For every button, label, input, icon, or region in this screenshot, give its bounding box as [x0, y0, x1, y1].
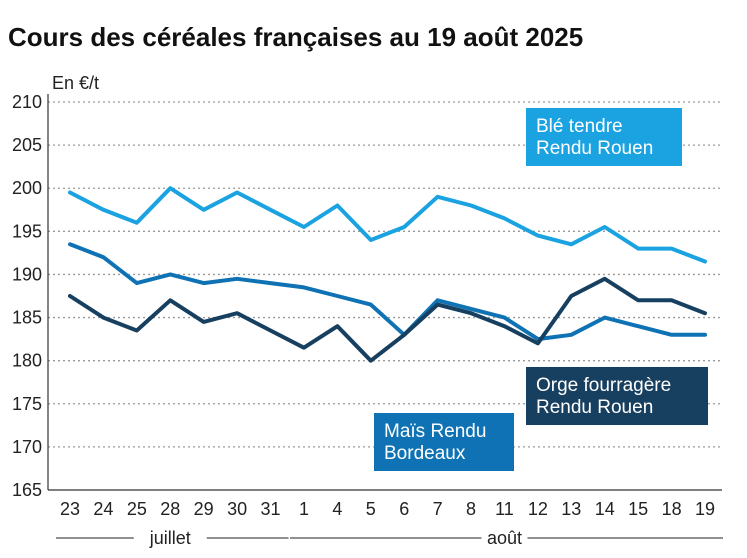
y-tick-label: 205	[12, 135, 42, 155]
x-tick-label: 28	[160, 499, 180, 519]
series-label-text: Blé tendre	[536, 116, 623, 137]
x-tick-label: 1	[299, 499, 309, 519]
x-tick-label: 13	[561, 499, 581, 519]
x-tick-label: 25	[127, 499, 147, 519]
series-line-2	[68, 276, 707, 363]
series-label-text: Rendu Rouen	[536, 138, 653, 159]
x-tick-label: 6	[399, 499, 409, 519]
x-tick-label: 19	[695, 499, 715, 519]
x-tick-label: 4	[332, 499, 342, 519]
y-tick-label: 200	[12, 178, 42, 198]
x-tick-label: 7	[433, 499, 443, 519]
series-label-text: Orge fourragère	[536, 375, 671, 396]
series-label-box	[374, 413, 514, 471]
x-tick-label: 8	[466, 499, 476, 519]
series-label-box	[526, 108, 682, 166]
series-line-0	[68, 186, 707, 264]
y-tick-label: 195	[12, 221, 42, 241]
x-tick-label: 29	[194, 499, 214, 519]
series-line-1	[68, 242, 707, 342]
series-label-box	[526, 367, 708, 425]
series-label-text: Bordeaux	[384, 443, 466, 464]
series-label-text: Maïs Rendu	[384, 421, 486, 442]
x-tick-label: 23	[60, 499, 80, 519]
y-axis-unit-label: En €/t	[52, 73, 99, 93]
month-label: août	[487, 528, 522, 548]
month-label: juillet	[149, 528, 191, 548]
chart-title: Cours des céréales françaises au 19 août…	[8, 22, 584, 52]
series-lines	[68, 186, 707, 363]
x-tick-label: 12	[528, 499, 548, 519]
y-tick-label: 180	[12, 351, 42, 371]
y-tick-label: 170	[12, 437, 42, 457]
x-tick-label: 31	[261, 499, 281, 519]
y-tick-label: 175	[12, 394, 42, 414]
y-tick-label: 190	[12, 264, 42, 284]
x-tick-label: 24	[93, 499, 113, 519]
y-tick-label: 210	[12, 92, 42, 112]
y-tick-label: 165	[12, 480, 42, 500]
series-label-text: Rendu Rouen	[536, 397, 653, 418]
x-tick-label: 11	[495, 499, 514, 519]
x-tick-label: 14	[595, 499, 615, 519]
x-tick-label: 30	[227, 499, 247, 519]
y-tick-label: 185	[12, 308, 42, 328]
x-tick-label: 15	[628, 499, 648, 519]
x-tick-label: 5	[366, 499, 376, 519]
x-tick-label: 18	[662, 499, 682, 519]
